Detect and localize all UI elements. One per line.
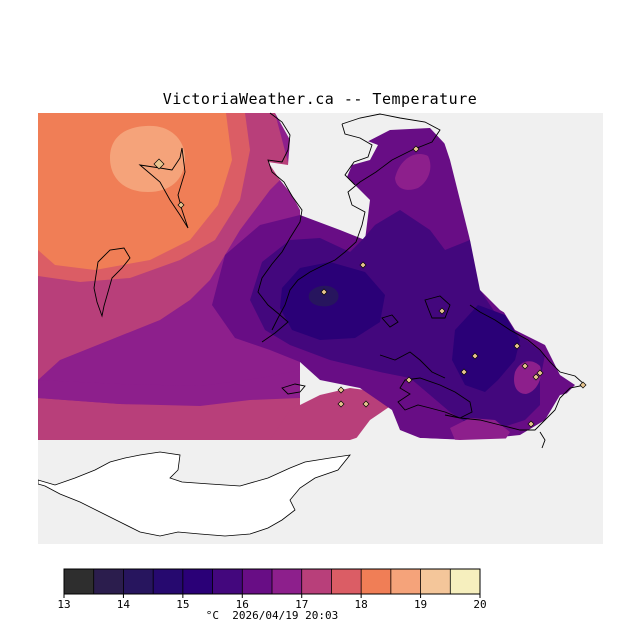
legend-swatch (182, 569, 213, 594)
station-marker (527, 420, 535, 428)
station-marker (177, 201, 185, 209)
legend-timestamp: 2026/04/19 20:03 (232, 609, 339, 622)
temperature-field (38, 113, 575, 440)
legend-swatch (301, 569, 332, 594)
station-marker (460, 368, 468, 376)
station-marker (521, 362, 529, 370)
station-marker (359, 261, 367, 269)
legend-swatch (272, 569, 303, 594)
legend-tick-label: 13 (57, 598, 70, 611)
land-no-data-south (38, 451, 351, 537)
station-marker (438, 307, 446, 315)
legend-swatch (450, 569, 481, 594)
station-marker (412, 145, 420, 153)
station-marker (579, 381, 587, 389)
contour-south-band (38, 380, 300, 440)
station-marker (362, 400, 370, 408)
contour-south-mid (38, 370, 300, 406)
legend-swatch (331, 569, 362, 594)
legend-tick-label: 14 (117, 598, 131, 611)
legend-swatch (361, 569, 392, 594)
station-marker (153, 158, 165, 170)
color-scale-legend: 13 14 15 16 17 18 19 20 (57, 568, 487, 611)
legend-swatch (420, 569, 451, 594)
station-markers (153, 145, 587, 428)
station-marker (532, 373, 540, 381)
legend-unit: °C (205, 609, 220, 622)
legend-tick-label: 17 (295, 598, 308, 611)
station-marker (471, 352, 479, 360)
legend-tick-label: 20 (473, 598, 486, 611)
station-marker (513, 342, 521, 350)
contour-south-centre-pink (270, 388, 392, 440)
page-title: VictoriaWeather.ca -- Temperature (162, 90, 478, 108)
station-marker (337, 400, 345, 408)
legend-swatch (93, 569, 124, 594)
station-marker (320, 288, 328, 296)
contour-warmest (110, 125, 186, 192)
legend-swatch (242, 569, 273, 594)
legend-caption: °C 2026/04/19 20:03 (0, 609, 544, 622)
contour-14-east (452, 305, 520, 392)
contour-13-core (308, 285, 339, 307)
contour-east-pink-blob (514, 361, 542, 394)
station-marker (536, 369, 544, 377)
legend-tick-label: 18 (355, 598, 368, 611)
legend-swatch (64, 569, 95, 594)
legend-tick-label: 16 (236, 598, 249, 611)
contour-north-pink-blob (395, 154, 431, 190)
legend-swatch (390, 569, 421, 594)
station-marker (405, 376, 413, 384)
coastlines (93, 112, 586, 449)
station-marker (337, 386, 345, 394)
legend-swatch (123, 569, 154, 594)
legend-swatch (153, 569, 184, 594)
legend-swatch (212, 569, 243, 594)
legend-tick-label: 15 (176, 598, 189, 611)
legend-tick-label: 19 (414, 598, 427, 611)
